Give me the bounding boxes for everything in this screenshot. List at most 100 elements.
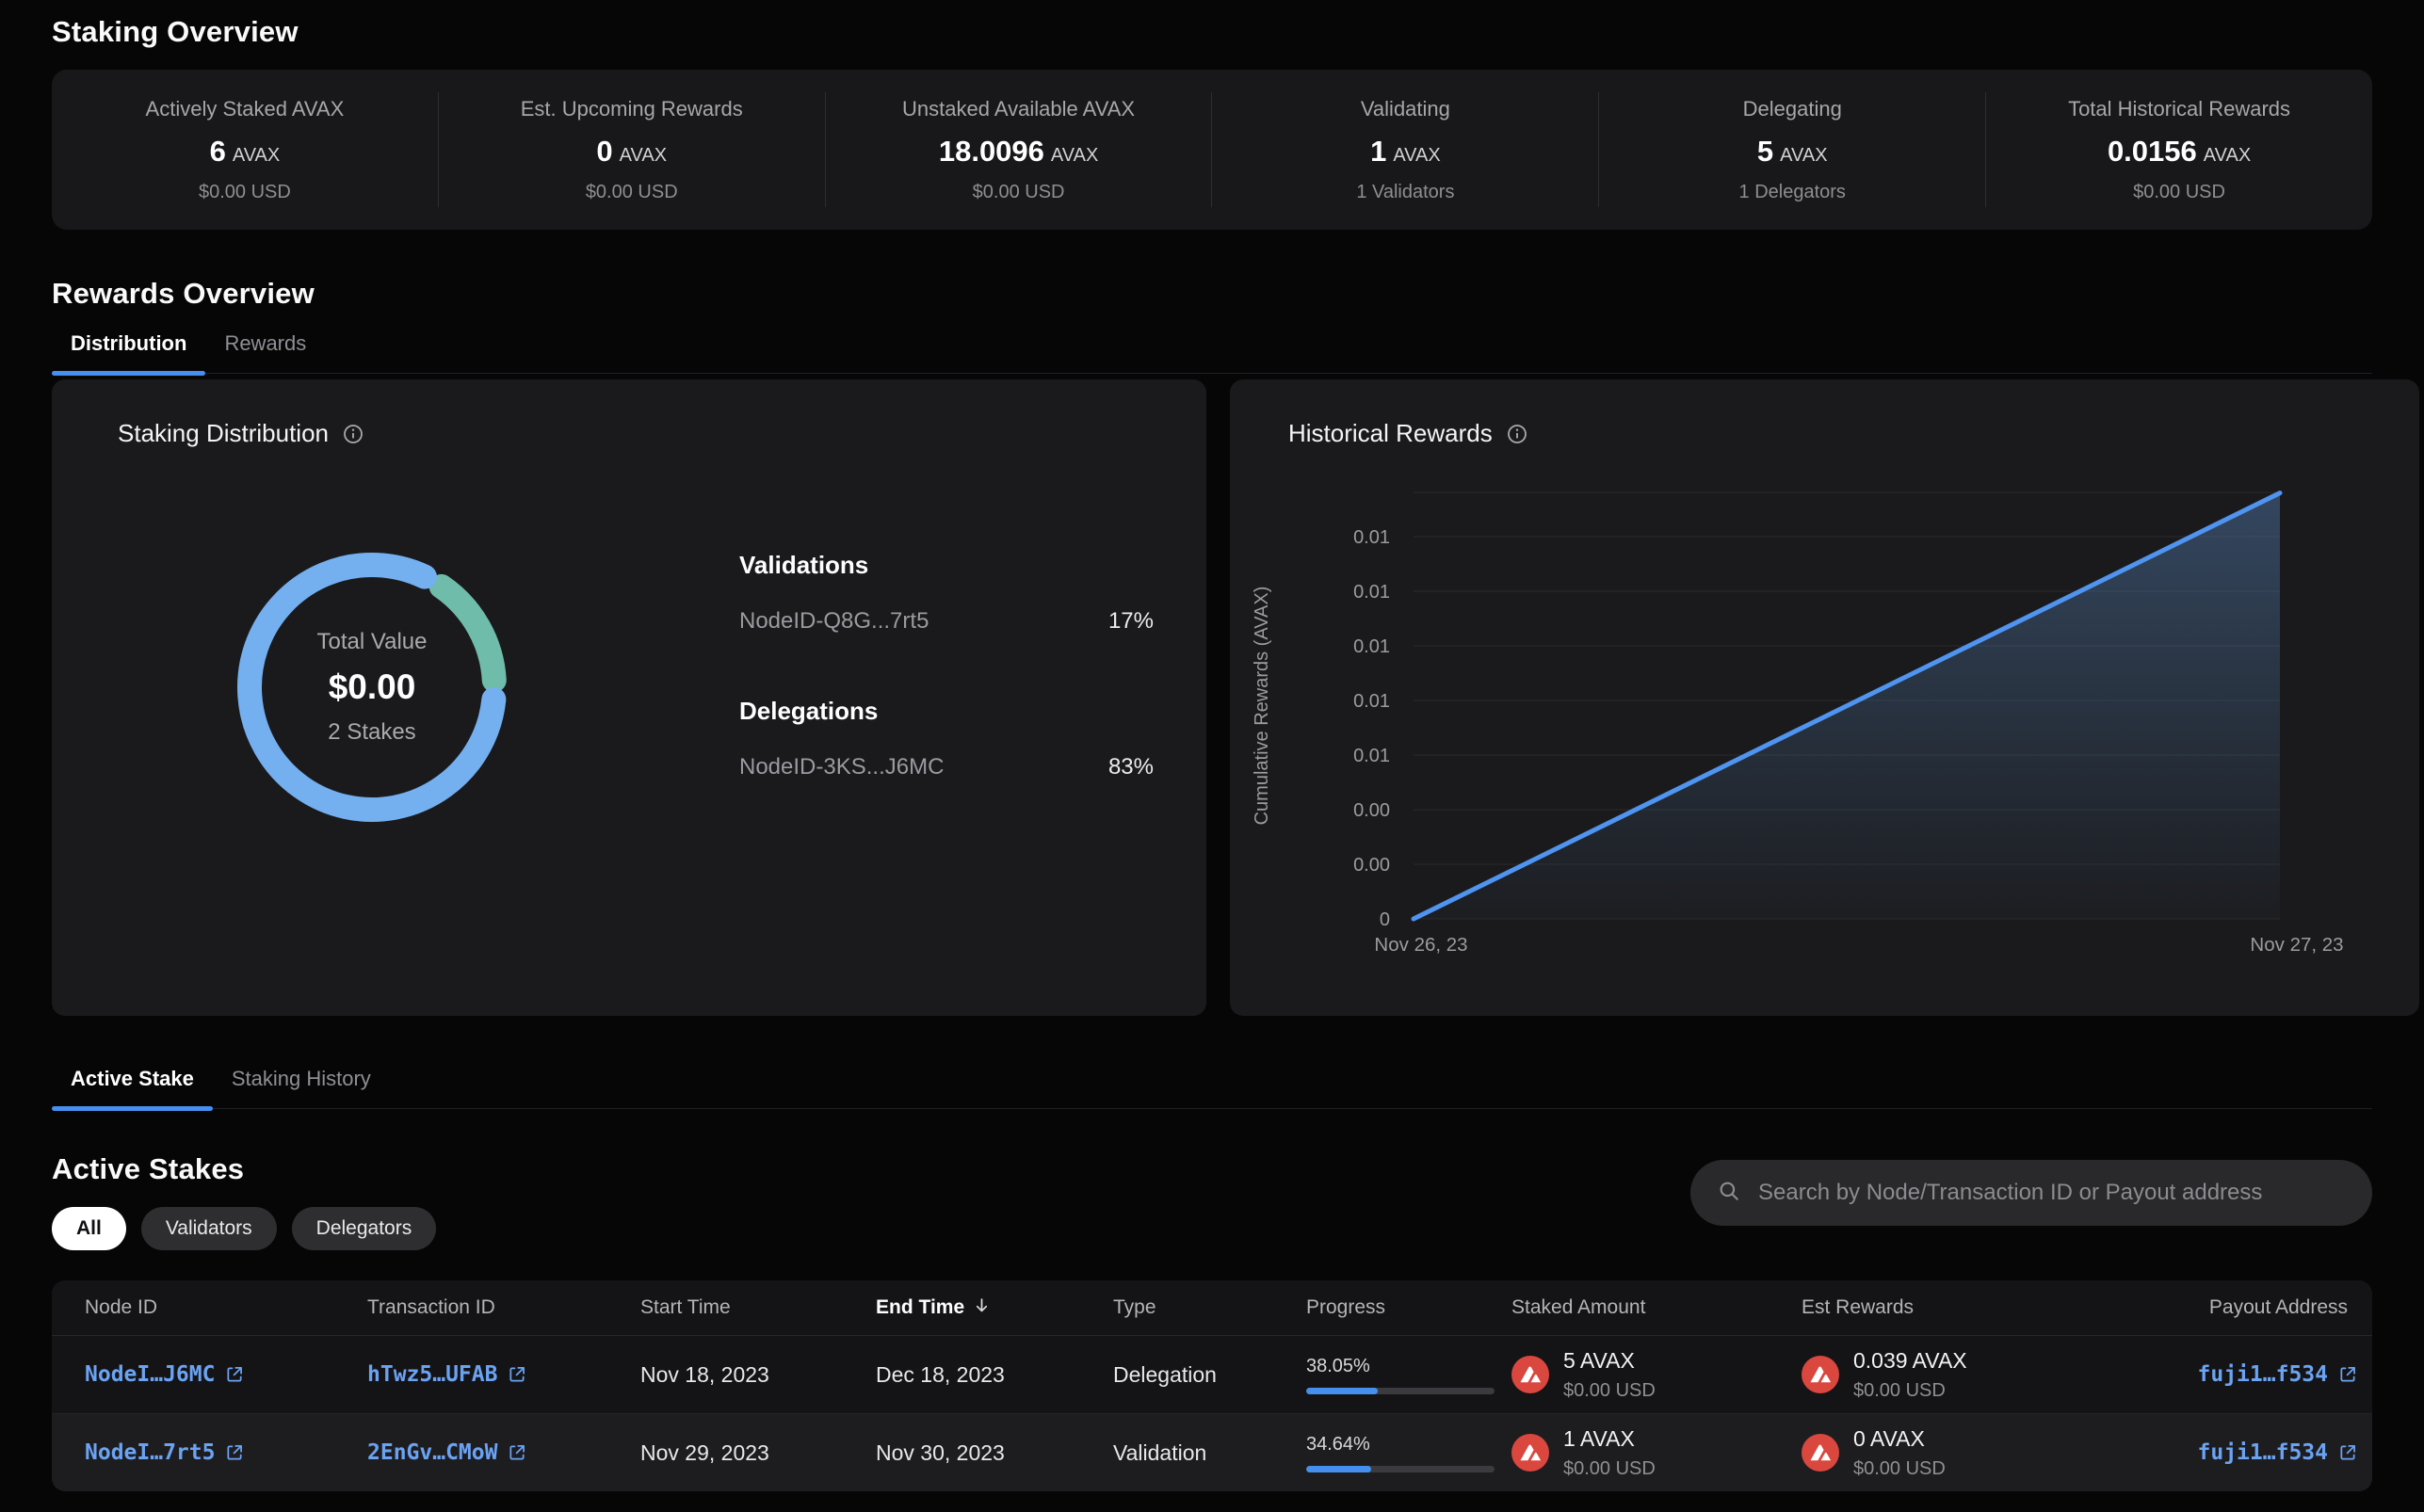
donut-segment [237,553,507,822]
page-title: Staking Overview [52,15,299,48]
y-tick-label: 0.01 [1353,527,1390,548]
node-id-link[interactable]: NodeI…7rt5 [85,1440,244,1465]
stat-sub: 1 Delegators [1738,181,1846,202]
stat-unit: AVAX [619,144,668,166]
table-header: Node ID Transaction ID Start Time End Ti… [52,1280,2372,1336]
stat-unit: AVAX [232,144,281,166]
node-id-link[interactable]: NodeI…J6MC [85,1362,244,1387]
stat-unstaked-available: Unstaked Available AVAX 18.0096 AVAX $0.0… [824,92,1212,207]
stake-filters: All Validators Delegators [52,1207,2372,1250]
x-tick-right: Nov 27, 23 [2250,934,2343,956]
filter-all[interactable]: All [52,1207,126,1250]
validation-node-id: NodeID-Q8G...7rt5 [739,608,929,634]
est-rewards: 0 AVAX $0.00 USD [1802,1426,2136,1480]
y-axis-title: Cumulative Rewards (AVAX) [1252,587,1272,826]
col-est-rewards[interactable]: Est Rewards [1802,1296,1915,1318]
stat-label: Delegating [1742,96,1842,121]
col-node-id[interactable]: Node ID [85,1296,158,1318]
active-stakes-table: Node ID Transaction ID Start Time End Ti… [52,1280,2372,1491]
info-icon[interactable] [342,423,364,445]
transaction-id-link[interactable]: 2EnGv…CMoW [367,1440,526,1465]
stat-value: 0.0156 [2107,134,2197,168]
stat-unit: AVAX [2203,144,2252,166]
stat-actively-staked: Actively Staked AVAX 6 AVAX $0.00 USD [52,92,438,207]
payout-address-link[interactable]: fuji1…f534 [2198,1362,2357,1387]
y-tick-label: 0 [1380,909,1390,930]
external-link-icon [227,1445,243,1460]
delegation-item: NodeID-3KS...J6MC 83% [739,754,1154,780]
info-icon[interactable] [1506,423,1528,445]
stat-upcoming-rewards: Est. Upcoming Rewards 0 AVAX $0.00 USD [437,92,825,207]
transaction-id-link[interactable]: hTwz5…UFAB [367,1362,526,1387]
col-payout-address[interactable]: Payout Address [2208,1296,2348,1318]
staking-distribution-panel: Staking Distribution Total Value $0.00 2… [52,379,1206,1016]
col-type[interactable]: Type [1113,1296,1156,1318]
col-end-time[interactable]: End Time [876,1296,1113,1320]
est-rewards: 0.039 AVAX $0.00 USD [1802,1348,2136,1402]
payout-address-link[interactable]: fuji1…f534 [2198,1440,2357,1465]
historical-rewards-panel: Historical Rewards 0 0.00 0.00 0.01 0.01 0.01… [1230,379,2419,1016]
filter-validators[interactable]: Validators [140,1207,277,1250]
validations-heading: Validations [739,551,869,579]
rewards-line [1411,491,2283,922]
progress-value: 34.64% [1306,1433,1370,1455]
stat-delegating: Delegating 5 AVAX 1 Delegators [1598,92,1985,207]
stat-total-historical-rewards: Total Historical Rewards 0.0156 AVAX $0.0… [1985,92,2372,207]
stat-unit: AVAX [1393,144,1441,166]
tab-distribution[interactable]: Distribution [52,331,206,376]
delegation-node-id: NodeID-3KS...J6MC [739,754,945,780]
col-staked-amount[interactable]: Staked Amount [1511,1296,1646,1318]
table-row: NodeI…7rt5 2EnGv…CMoW Nov 29, 2023 Nov 30, … [52,1413,2372,1491]
staking-distribution-donut: Total Value $0.00 2 Stakes [226,541,518,833]
external-link-icon [509,1445,525,1460]
table-row: NodeI…J6MC hTwz5…UFAB Nov 18, 2023 Dec 18, … [52,1336,2372,1413]
col-start-time[interactable]: Start Time [640,1296,731,1318]
avax-icon [1511,1356,1549,1393]
external-link-icon [2340,1367,2355,1382]
avax-icon [1802,1434,1839,1472]
tab-active-stake[interactable]: Active Stake [52,1067,213,1111]
stat-unit: AVAX [1050,144,1099,166]
x-tick-left: Nov 26, 23 [1374,934,1467,956]
stat-value: 0 [596,134,613,168]
tab-staking-history[interactable]: Staking History [231,1067,371,1090]
end-time: Dec 18, 2023 [876,1361,1005,1387]
delegations-group: Delegations NodeID-3KS...J6MC 83% [739,697,1154,780]
external-link-icon [509,1367,525,1382]
staking-overview-stats: Actively Staked AVAX 6 AVAX $0.00 USD Est… [52,70,2372,230]
y-tick-label: 0.01 [1353,691,1390,712]
search-icon [1717,1179,1741,1208]
rewards-overview-heading: Rewards Overview [52,277,315,310]
sort-desc-icon [973,1296,991,1320]
tab-rewards[interactable]: Rewards [224,331,307,355]
stat-label: Total Historical Rewards [2068,96,2291,121]
y-tick-label: 0.01 [1353,746,1390,766]
progress-cell: 38.05% [1306,1356,1511,1394]
delegations-heading: Delegations [739,697,879,725]
filter-delegators[interactable]: Delegators [291,1207,437,1250]
y-tick-label: 0.01 [1353,582,1390,603]
stat-label: Validating [1360,96,1450,121]
stake-type: Delegation [1113,1361,1217,1387]
stat-sub: $0.00 USD [2133,181,2225,202]
search-input[interactable] [1756,1179,2346,1207]
col-progress[interactable]: Progress [1306,1296,1386,1318]
validations-group: Validations NodeID-Q8G...7rt5 17% [739,551,1154,635]
stakes-tabs: Active Stake Staking History [52,1067,2372,1111]
stake-type: Validation [1113,1440,1207,1465]
validation-item: NodeID-Q8G...7rt5 17% [739,608,1154,635]
avax-icon [1802,1356,1839,1393]
col-transaction-id[interactable]: Transaction ID [367,1296,495,1318]
stat-label: Unstaked Available AVAX [902,96,1136,121]
stat-value: 5 [1756,134,1774,168]
y-tick-label: 0.00 [1353,800,1390,821]
progress-value: 38.05% [1306,1355,1370,1376]
stat-sub: $0.00 USD [585,181,678,202]
start-time: Nov 18, 2023 [640,1361,769,1387]
avax-icon [1511,1434,1549,1472]
validation-pct: 17% [1107,608,1154,634]
end-time: Nov 30, 2023 [876,1440,1005,1465]
rewards-overview-tabs: Distribution Rewards [52,331,2372,376]
donut-chart [237,553,507,822]
